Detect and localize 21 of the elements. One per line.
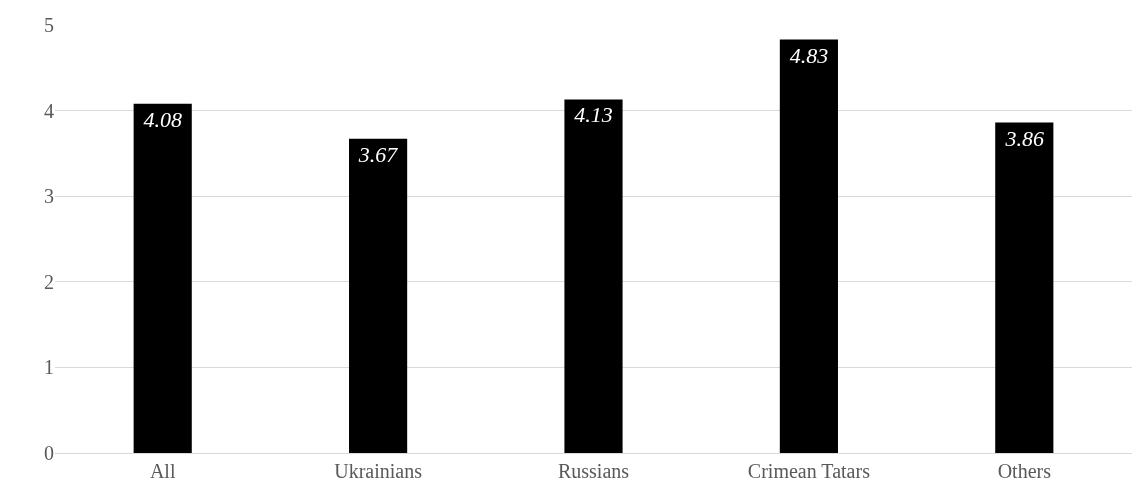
data-label: 4.13 <box>574 102 613 128</box>
data-label: 4.08 <box>143 106 182 132</box>
data-label: 3.67 <box>357 141 399 167</box>
data-label: 3.86 <box>1004 125 1045 151</box>
x-tick-label: Others <box>997 460 1052 482</box>
bar <box>349 138 408 453</box>
y-tick-label: 4 <box>44 99 54 122</box>
x-tick-label: Crimean Tatars <box>747 460 871 482</box>
y-tick-label: 3 <box>44 185 54 208</box>
x-tick-label: Russians <box>557 460 630 482</box>
bar <box>133 103 192 453</box>
bar <box>995 122 1054 453</box>
x-tick-label: Ukrainians <box>334 460 423 482</box>
y-tick-label: 1 <box>44 356 54 379</box>
data-label: 4.83 <box>789 42 829 68</box>
y-tick-label: 2 <box>44 270 54 293</box>
x-tick-label: All <box>149 460 176 482</box>
bar <box>779 39 838 453</box>
bar <box>564 99 623 453</box>
y-tick-label: 0 <box>44 442 54 464</box>
y-tick-label: 5 <box>44 14 54 36</box>
